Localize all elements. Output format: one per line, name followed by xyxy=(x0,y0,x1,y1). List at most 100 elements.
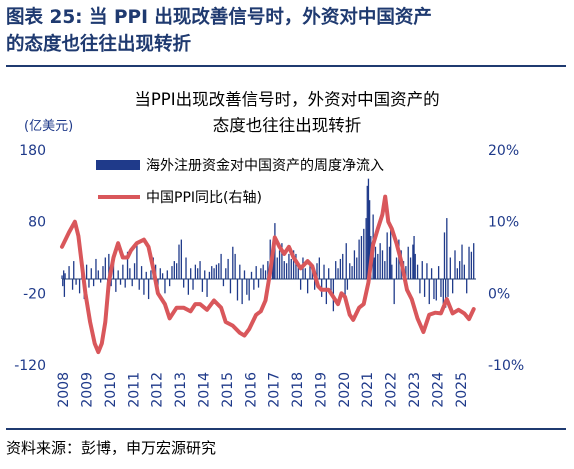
flow-bar xyxy=(190,268,192,279)
flow-bar xyxy=(393,279,395,305)
left-tick-label: 180 xyxy=(19,143,46,159)
flow-bar xyxy=(248,279,250,301)
flow-bar xyxy=(292,250,295,279)
flow-bar xyxy=(351,266,353,279)
flow-bar xyxy=(358,239,360,279)
flow-bar xyxy=(257,279,260,288)
x-tick-label: 2015 xyxy=(220,372,236,408)
flow-bar xyxy=(344,279,346,301)
flow-bar xyxy=(437,266,440,279)
ppi-line xyxy=(60,194,476,355)
flow-bar xyxy=(206,279,208,297)
x-tick-label: 2022 xyxy=(384,372,400,408)
legend-bar-swatch xyxy=(96,160,140,170)
x-tick-label: 2012 xyxy=(150,372,166,408)
flow-bar xyxy=(171,266,173,279)
x-tick-label: 2016 xyxy=(243,372,259,408)
flow-bar xyxy=(456,268,458,279)
flow-bar xyxy=(373,257,375,279)
flow-bar xyxy=(435,279,437,301)
flow-bar xyxy=(140,266,143,279)
flow-bar xyxy=(260,268,262,279)
flow-bar xyxy=(110,279,112,287)
x-tick-label: 2008 xyxy=(56,372,72,408)
flow-bar xyxy=(201,279,204,292)
flow-bar xyxy=(405,266,407,279)
flow-bar xyxy=(346,279,349,290)
flow-bar xyxy=(463,264,466,279)
flow-bar xyxy=(199,261,201,279)
flow-bar xyxy=(220,253,222,279)
x-tick-label: 2021 xyxy=(360,372,376,408)
flow-bar xyxy=(63,279,66,297)
flow-bar xyxy=(250,271,253,279)
flow-bar xyxy=(377,253,379,279)
x-tick-label: 2017 xyxy=(267,372,283,408)
flow-bar xyxy=(440,279,442,297)
x-tick-label: 2023 xyxy=(407,372,423,408)
flow-bar xyxy=(178,244,180,279)
flow-bar xyxy=(180,239,182,279)
source-note: 资料来源：彭博，申万宏源研究 xyxy=(6,439,217,457)
flow-bar xyxy=(413,236,415,279)
flow-bar xyxy=(454,250,456,279)
right-tick-label: 0% xyxy=(488,286,510,302)
flow-bar xyxy=(423,279,426,297)
flow-bar xyxy=(442,279,444,305)
flow-bar xyxy=(288,253,290,279)
flow-bar xyxy=(61,275,63,279)
x-tick-label: 2014 xyxy=(197,372,213,408)
x-tick-label: 2018 xyxy=(290,372,306,408)
flow-bar xyxy=(85,264,88,279)
flow-bar xyxy=(92,279,95,287)
right-tick-label: 20% xyxy=(488,143,519,159)
flow-bar xyxy=(311,270,313,279)
flow-bar xyxy=(395,257,398,279)
flow-bar xyxy=(119,279,122,285)
flow-bar xyxy=(283,261,285,279)
flow-bar xyxy=(241,279,243,305)
flow-bar xyxy=(129,268,131,279)
flow-bar xyxy=(304,268,306,279)
flow-bar xyxy=(426,263,428,279)
flow-bar xyxy=(90,268,92,279)
flow-bar xyxy=(345,243,347,279)
flow-bar xyxy=(78,279,81,294)
flow-bar xyxy=(444,279,447,308)
flow-bar xyxy=(470,251,473,279)
flow-bar xyxy=(365,218,367,279)
flow-bar xyxy=(421,261,423,279)
flow-bar xyxy=(143,279,145,295)
flow-bar xyxy=(443,232,446,279)
flow-bar xyxy=(168,279,171,287)
flow-bar xyxy=(211,266,213,279)
flow-bar xyxy=(374,246,377,279)
flow-bar xyxy=(309,266,311,279)
flow-bar xyxy=(297,264,299,279)
flow-bar xyxy=(166,270,168,279)
flow-bar xyxy=(232,246,234,279)
left-tick-label: -20 xyxy=(23,286,46,302)
flow-bar xyxy=(330,279,332,292)
flow-bar xyxy=(412,244,414,279)
flow-bar xyxy=(281,243,283,279)
flow-bar xyxy=(194,264,197,279)
flow-bar xyxy=(339,258,342,279)
flow-bar xyxy=(255,266,257,279)
flow-bar xyxy=(99,279,102,283)
flow-bar xyxy=(192,279,194,290)
flow-bar xyxy=(218,263,220,279)
x-tick-label: 2024 xyxy=(430,372,446,408)
flow-bar xyxy=(335,261,337,279)
flow-bar xyxy=(353,250,356,279)
flow-bar xyxy=(363,228,365,279)
flow-bar xyxy=(299,279,302,290)
chart-title-line-2: 态度也往往出现转折 xyxy=(213,116,362,135)
flow-bar xyxy=(384,261,386,279)
flow-bar xyxy=(183,279,185,288)
flow-bar xyxy=(306,279,309,294)
x-tick-label: 2019 xyxy=(313,372,329,408)
flow-bar xyxy=(273,248,275,279)
flow-bar xyxy=(428,279,430,305)
flow-bar xyxy=(64,273,66,279)
